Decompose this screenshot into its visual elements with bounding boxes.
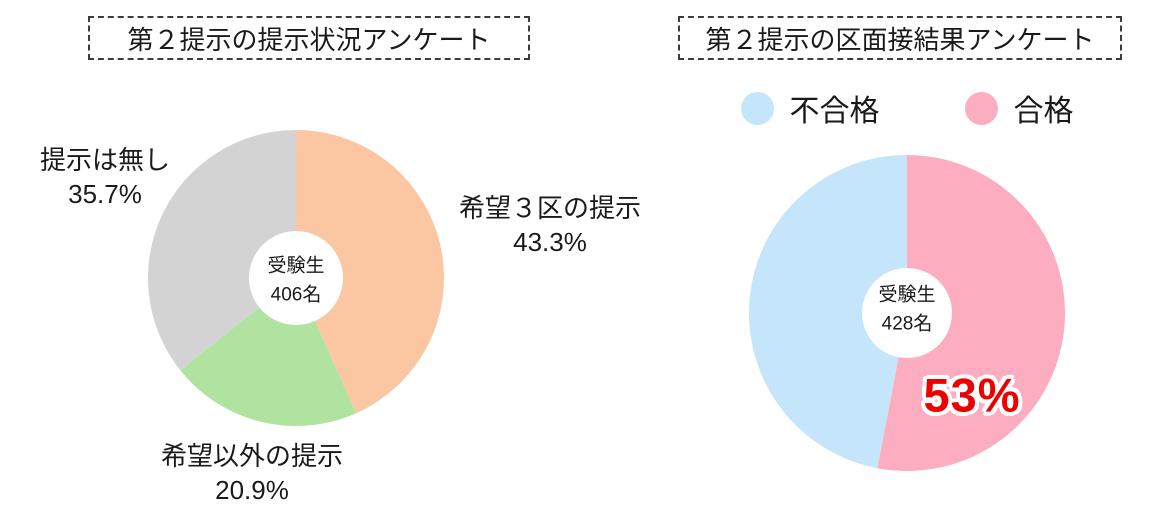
left-donut-chart [148, 130, 444, 426]
slice-label-value: 43.3% [513, 226, 587, 257]
right-chart-title: 第２提示の区面接結果アンケート [678, 16, 1122, 60]
pie-slice [877, 155, 1065, 471]
legend-label-pass: 合格 [1013, 95, 1074, 128]
slice-label-text: 希望３区の提示 [458, 193, 641, 223]
legend-label-fail: 不合格 [789, 95, 880, 128]
examinee-text: 受験生 [267, 255, 325, 277]
pie-slice [296, 130, 444, 414]
slice-label-value: 35.7% [68, 178, 142, 209]
legend-swatch-fail-icon [740, 91, 774, 125]
slice-label-wished-ward: 希望３区の提示 43.3% [440, 192, 660, 260]
slice-label-no-offer: 提示は無し 35.7% [5, 144, 205, 212]
pass-percentage-callout: 53% [923, 368, 1021, 422]
donut-hole [862, 268, 952, 358]
legend-item-fail: 不合格 [740, 86, 880, 130]
slice-label-value: 20.9% [215, 474, 289, 505]
examinee-count: 406名 [270, 284, 322, 305]
left-chart-title: 第２提示の提示状況アンケート [88, 16, 530, 60]
right-donut-center-label: 受験生 428名 [878, 282, 935, 339]
legend-swatch-pass-icon [964, 91, 998, 125]
pie-slice [749, 155, 907, 469]
slice-label-text: 希望以外の提示 [160, 441, 343, 471]
donut-hole [249, 231, 343, 325]
slice-label-other-offer: 希望以外の提示 20.9% [142, 440, 362, 508]
examinee-count: 428名 [881, 313, 933, 334]
pie-slice [148, 130, 296, 371]
legend-item-pass: 合格 [964, 86, 1074, 130]
right-donut-chart [749, 155, 1065, 471]
right-chart-legend: 不合格 合格 [687, 86, 1127, 130]
left-donut-center-label: 受験生 406名 [267, 253, 324, 310]
slice-label-text: 提示は無し [39, 145, 170, 175]
examinee-text: 受験生 [878, 284, 936, 306]
